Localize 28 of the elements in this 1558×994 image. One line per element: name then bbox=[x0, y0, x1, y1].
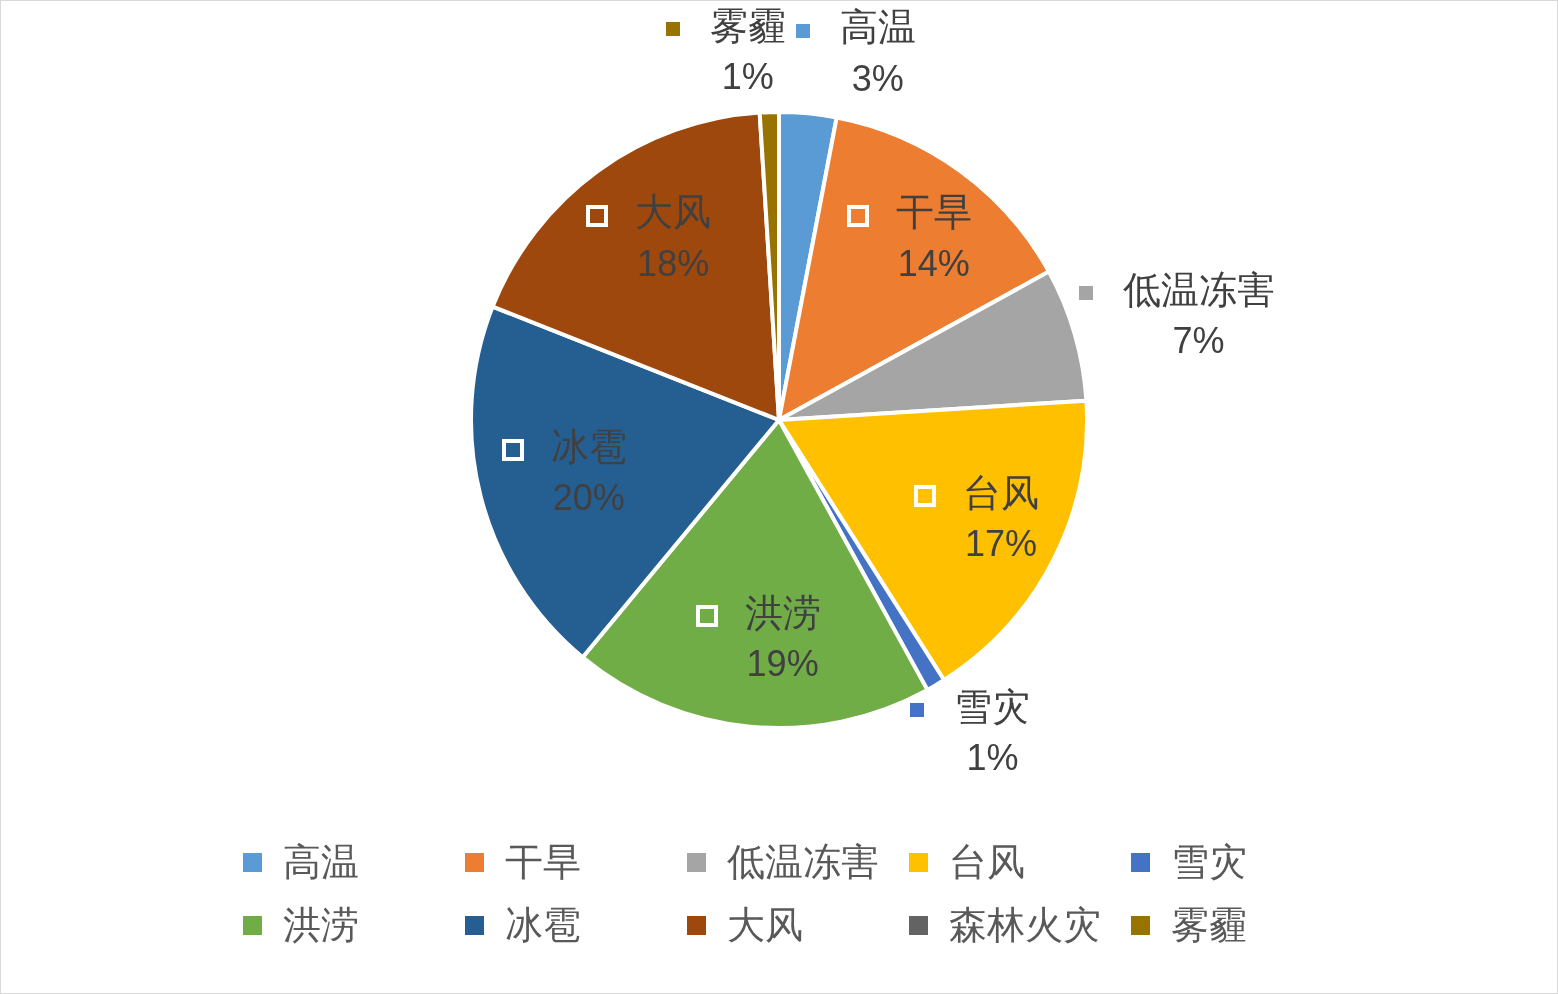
legend-label: 雪灾 bbox=[954, 684, 1031, 729]
legend-label: 森林火灾 bbox=[949, 902, 1101, 949]
category-label: 冰雹 bbox=[505, 903, 581, 947]
data-label: 14% bbox=[897, 242, 970, 284]
data-label: 18% bbox=[637, 242, 710, 284]
data-label: 3% bbox=[851, 57, 904, 99]
category-label: 高温 bbox=[283, 840, 359, 884]
data-label: 1% bbox=[966, 736, 1019, 778]
category-label: 雪灾 bbox=[1171, 840, 1247, 884]
legend-label: 冰雹 bbox=[550, 425, 627, 470]
data-label: 1% bbox=[721, 56, 774, 98]
legend-label: 洪涝 bbox=[744, 590, 821, 635]
category-label: 洪涝 bbox=[283, 903, 359, 947]
data-label: 20% bbox=[552, 477, 625, 519]
legend-label: 雾霾 bbox=[709, 4, 786, 49]
category-label: 雾霾 bbox=[1171, 903, 1247, 947]
category-label: 大风 bbox=[727, 903, 803, 947]
legend-label: 大风 bbox=[635, 190, 712, 235]
data-label: 7% bbox=[1172, 319, 1225, 361]
legend-label: 低温冻害 bbox=[1122, 267, 1275, 312]
category-label: 干旱 bbox=[505, 840, 581, 884]
legend-label: 干旱 bbox=[895, 190, 972, 235]
category-label: 低温冻害 bbox=[727, 840, 879, 884]
data-label: 17% bbox=[965, 522, 1038, 564]
legend-label: 台风 bbox=[963, 470, 1040, 515]
category-label: 台风 bbox=[949, 840, 1025, 884]
legend-label: 高温 bbox=[839, 5, 916, 50]
data-label: 19% bbox=[746, 642, 819, 684]
